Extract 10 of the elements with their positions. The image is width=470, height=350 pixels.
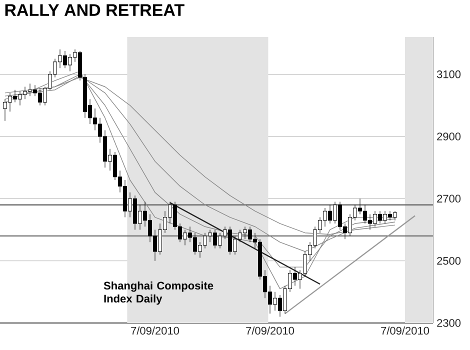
y-tick-label: 2900 bbox=[437, 132, 461, 140]
y-tick-label: 2500 bbox=[437, 256, 461, 265]
y-tick-label: 2300 bbox=[437, 319, 461, 327]
y-tick-label: 3100 bbox=[436, 70, 461, 78]
x-tick-label: 7/09/2010 bbox=[246, 326, 294, 335]
x-tick-label: 7/09/2010 bbox=[131, 326, 180, 335]
annotation: Shanghai Composite Index Daily bbox=[104, 281, 214, 305]
y-tick-label: 2700 bbox=[437, 194, 461, 203]
x-tick-label: 7/09/2010 bbox=[381, 326, 430, 335]
chart-title: RALLY AND RETREAT bbox=[5, 4, 184, 16]
